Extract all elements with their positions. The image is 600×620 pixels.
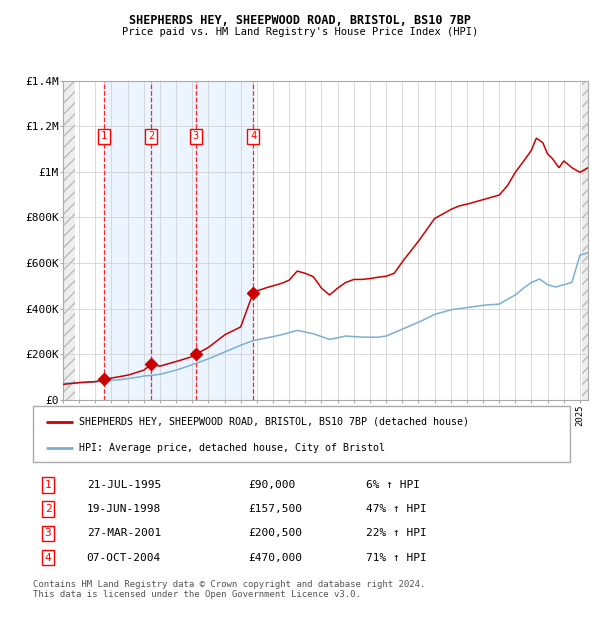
Text: SHEPHERDS HEY, SHEEPWOOD ROAD, BRISTOL, BS10 7BP (detached house): SHEPHERDS HEY, SHEEPWOOD ROAD, BRISTOL, … [79, 417, 469, 427]
Text: 4: 4 [44, 552, 52, 563]
Text: 3: 3 [193, 131, 199, 141]
Text: £90,000: £90,000 [248, 480, 295, 490]
Text: 19-JUN-1998: 19-JUN-1998 [87, 504, 161, 514]
Text: Price paid vs. HM Land Registry's House Price Index (HPI): Price paid vs. HM Land Registry's House … [122, 27, 478, 37]
Bar [151, 81, 196, 400]
Text: 1: 1 [101, 131, 107, 141]
Text: 4: 4 [250, 131, 256, 141]
Bar [63, 81, 75, 400]
Text: 22% ↑ HPI: 22% ↑ HPI [366, 528, 427, 538]
Text: HPI: Average price, detached house, City of Bristol: HPI: Average price, detached house, City… [79, 443, 385, 453]
FancyBboxPatch shape [33, 406, 570, 462]
Text: 27-MAR-2001: 27-MAR-2001 [87, 528, 161, 538]
Bar [581, 81, 588, 400]
Bar [104, 81, 151, 400]
Text: 47% ↑ HPI: 47% ↑ HPI [366, 504, 427, 514]
Text: 3: 3 [44, 528, 52, 538]
Text: 71% ↑ HPI: 71% ↑ HPI [366, 552, 427, 563]
Text: 07-OCT-2004: 07-OCT-2004 [87, 552, 161, 563]
Text: 6% ↑ HPI: 6% ↑ HPI [366, 480, 420, 490]
Text: SHEPHERDS HEY, SHEEPWOOD ROAD, BRISTOL, BS10 7BP: SHEPHERDS HEY, SHEEPWOOD ROAD, BRISTOL, … [129, 14, 471, 27]
Text: 2: 2 [148, 131, 154, 141]
Text: £157,500: £157,500 [248, 504, 302, 514]
Text: £470,000: £470,000 [248, 552, 302, 563]
Text: 21-JUL-1995: 21-JUL-1995 [87, 480, 161, 490]
Bar [196, 81, 253, 400]
Text: Contains HM Land Registry data © Crown copyright and database right 2024.
This d: Contains HM Land Registry data © Crown c… [33, 580, 425, 599]
Text: 1: 1 [44, 480, 52, 490]
Text: 2: 2 [44, 504, 52, 514]
Text: £200,500: £200,500 [248, 528, 302, 538]
